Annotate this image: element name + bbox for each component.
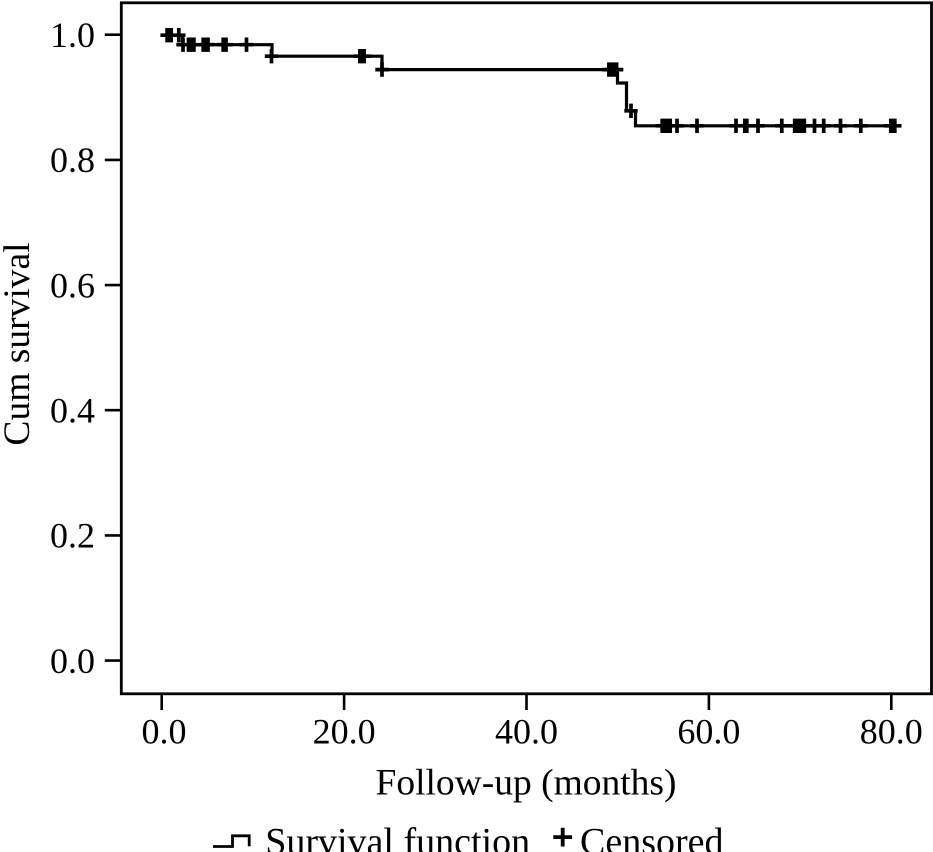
svg-text:0.0: 0.0 [50, 641, 95, 681]
svg-text:80.0: 80.0 [860, 712, 923, 752]
svg-text:20.0: 20.0 [313, 712, 376, 752]
svg-text:0.4: 0.4 [50, 391, 95, 431]
svg-text:60.0: 60.0 [677, 712, 740, 752]
svg-text:0.2: 0.2 [50, 516, 95, 556]
svg-text:0.8: 0.8 [50, 140, 95, 180]
svg-text:Follow-up (months): Follow-up (months) [375, 763, 676, 804]
svg-text:Survival function: Survival function [265, 821, 530, 852]
svg-text:0.6: 0.6 [50, 265, 95, 305]
svg-text:40.0: 40.0 [495, 712, 558, 752]
svg-text:1.0: 1.0 [50, 15, 95, 55]
svg-text:Censored: Censored [580, 821, 724, 852]
svg-text:0.0: 0.0 [142, 712, 187, 752]
svg-text:Cum survival: Cum survival [0, 242, 38, 445]
